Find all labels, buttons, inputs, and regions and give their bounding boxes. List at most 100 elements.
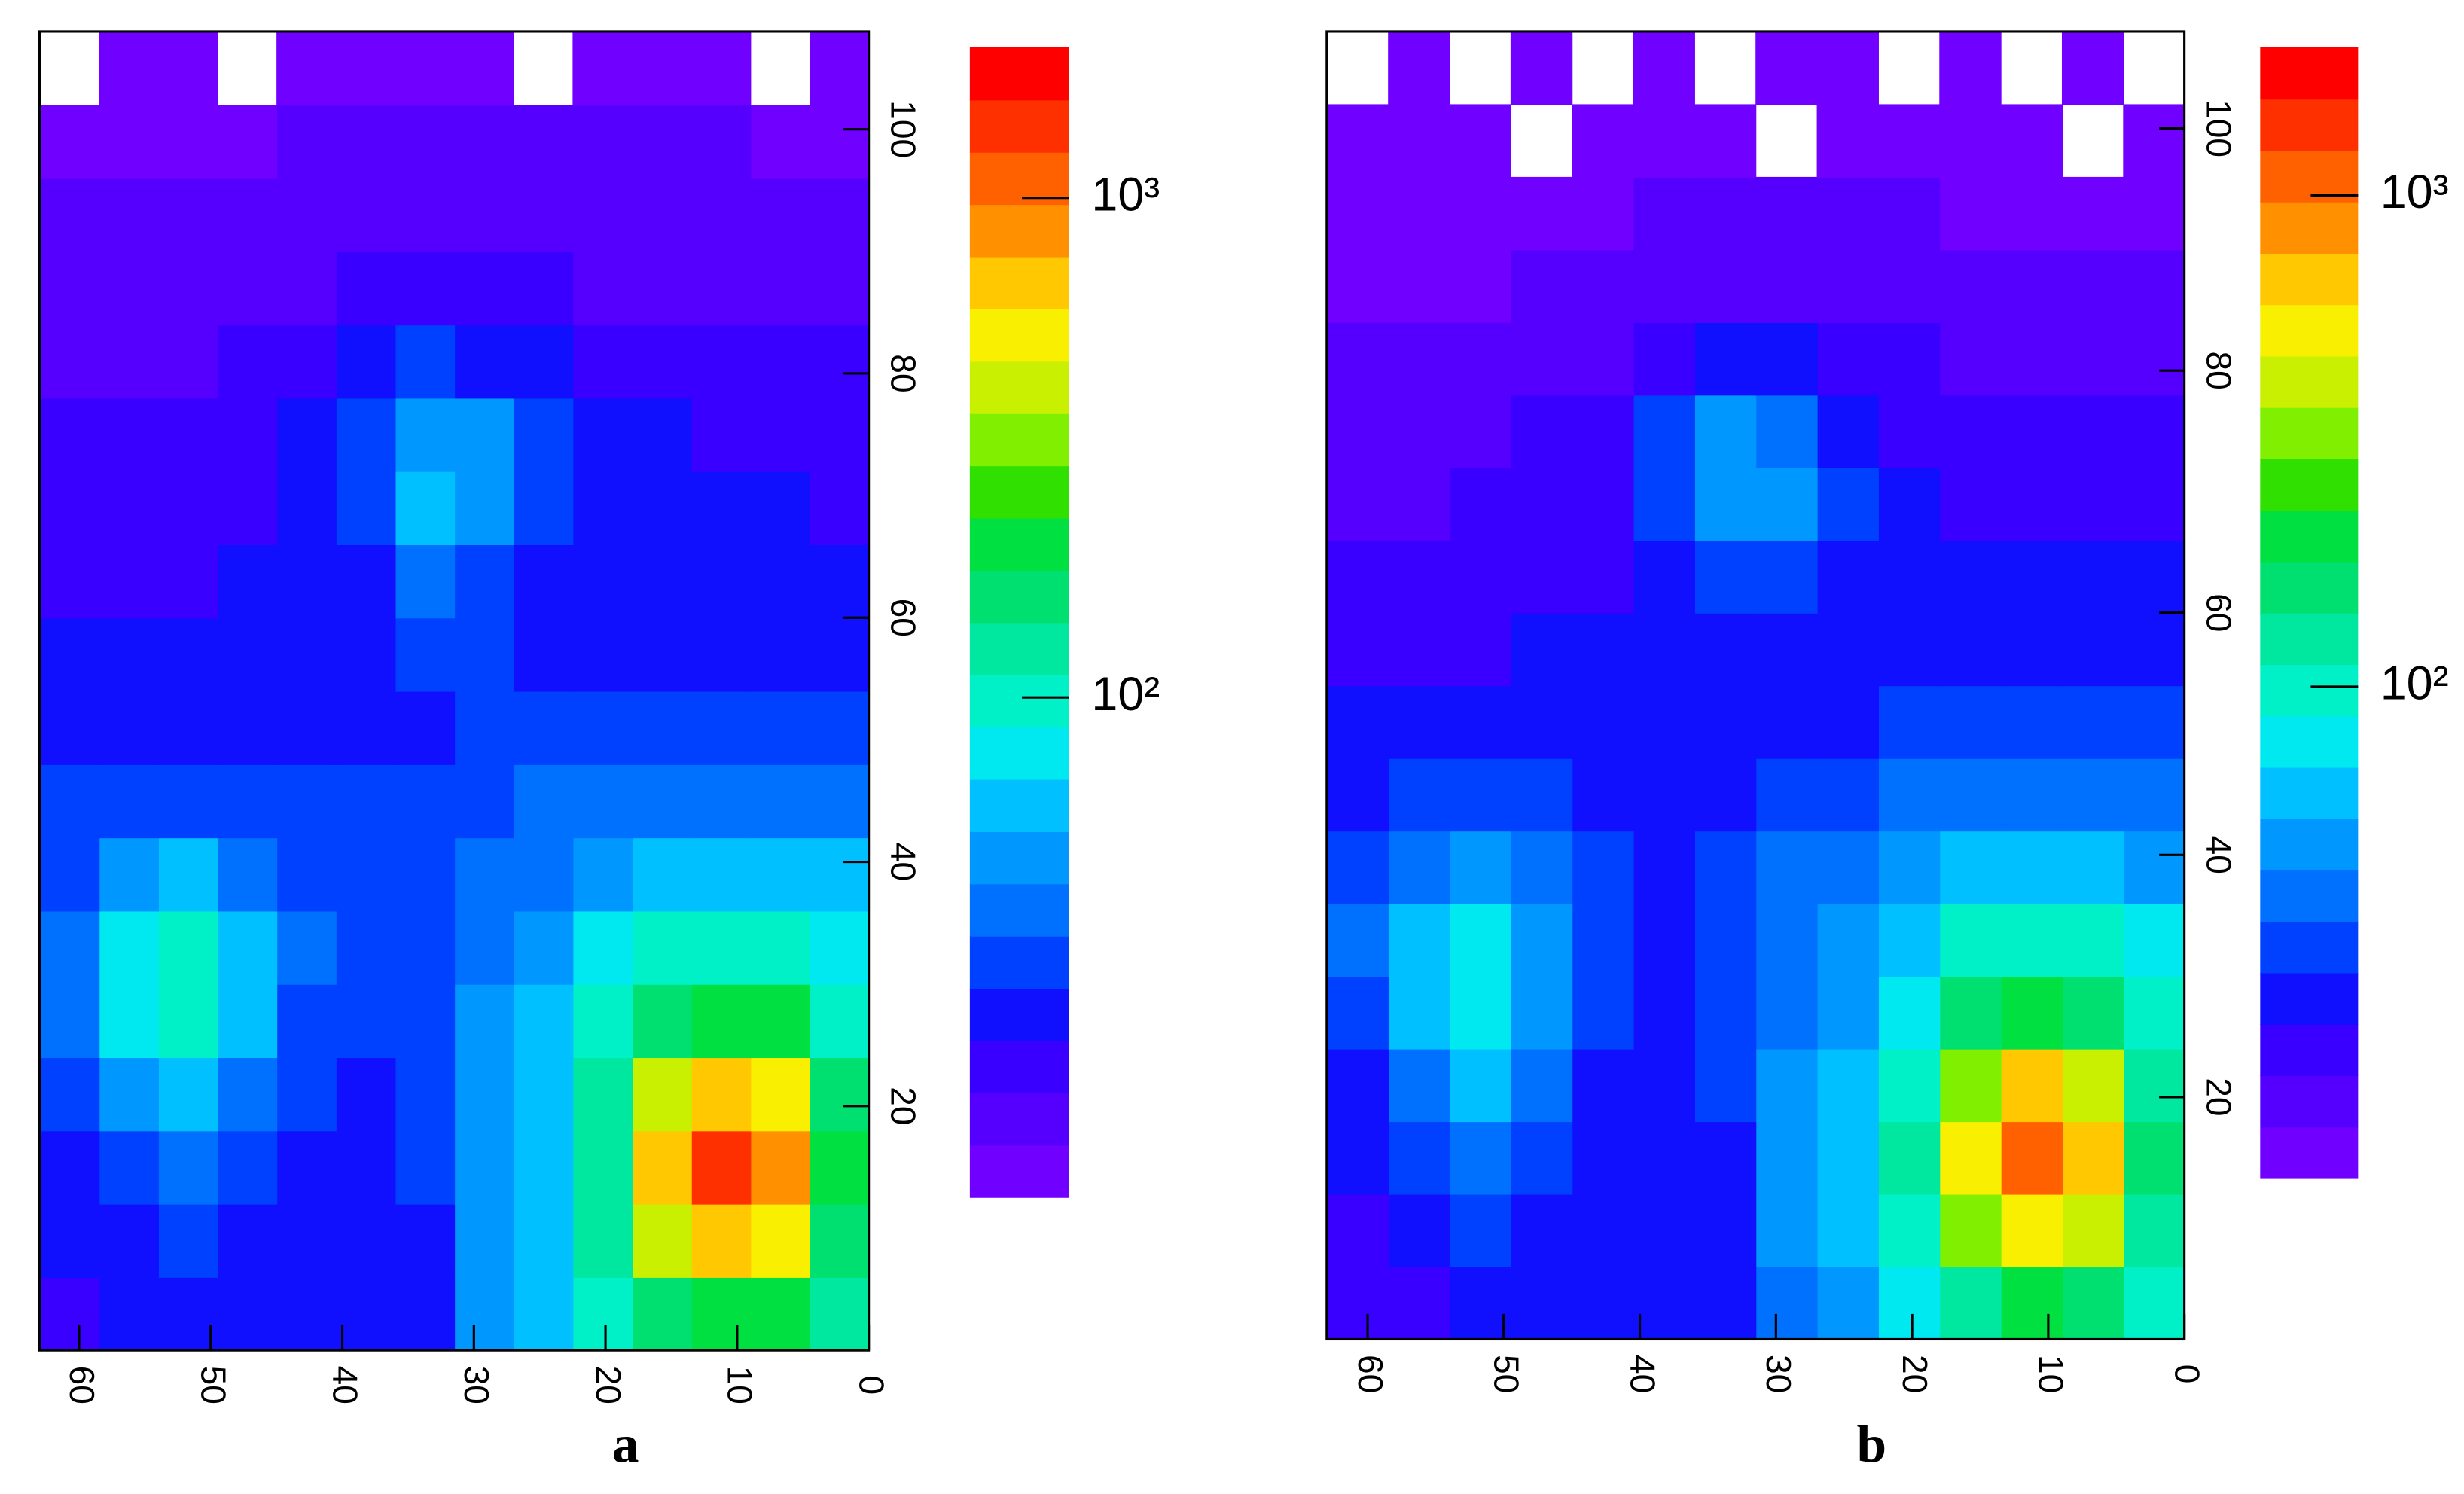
plot-frame [38,30,871,1352]
heatmap-cell [1877,395,1941,468]
heatmap-cell [2061,1266,2124,1340]
heatmap-cell [1510,612,1573,687]
heatmap-cell [1877,758,1941,832]
heatmap-cell [632,31,692,106]
heatmap-cell [395,251,456,326]
heatmap-cell [99,31,159,106]
heatmap-cell [1939,540,2002,614]
heatmap-cell [572,1130,633,1205]
heatmap-cell [809,983,870,1059]
heatmap-cell [99,1203,159,1278]
heatmap-cell [513,837,574,912]
heatmap-cell [572,1276,633,1352]
heatmap-cell [750,398,811,472]
heatmap-cell [157,617,218,692]
heatmap-cell [1939,612,2002,687]
heatmap-cell [572,105,633,179]
y-tick-label: 40 [2199,836,2238,874]
heatmap-cell [2000,176,2063,251]
heatmap-cell [750,910,811,985]
heatmap-cell [276,31,337,106]
heatmap-cell [691,105,752,179]
heatmap-cell [2061,322,2124,396]
heatmap-cell [2061,1048,2124,1123]
heatmap-cell [454,691,514,765]
heatmap-cell [157,1276,218,1352]
y-tick-label: 100 [883,100,922,158]
heatmap-cell [632,325,692,399]
heatmap-cell [1326,176,1389,251]
heatmap-cell [1816,831,1879,904]
colorbar-band [2260,767,2359,819]
heatmap-cell [1449,467,1511,541]
colorbar-band [969,831,1069,885]
heatmap-cell [1326,685,1389,759]
colorbar-band [969,1145,1069,1198]
heatmap-cell [1877,322,1941,396]
heatmap-cell [454,1130,514,1205]
heatmap-cell [1449,1194,1511,1268]
heatmap-cell [1694,1121,1757,1195]
heatmap-cell [1694,1048,1757,1123]
heatmap-cell [513,325,574,399]
x-tick-label: 40 [325,1366,364,1404]
heatmap-cell [1755,1266,1818,1340]
heatmap-cell [99,617,159,692]
heatmap-cell [39,471,100,546]
heatmap-cell [2123,976,2185,1050]
heatmap-cell [2061,685,2124,759]
colorbar-band [969,674,1069,728]
heatmap-cell [1816,31,1879,105]
heatmap-cell [1510,831,1573,904]
heatmap-cell [395,1203,456,1278]
heatmap-cell [39,617,100,692]
colorbar-band [969,256,1069,309]
colorbar-band [2260,150,2359,203]
heatmap-cell [691,178,752,252]
heatmap-cell [1633,976,1695,1050]
heatmap-cell [217,178,278,252]
heatmap-cell [2000,831,2063,904]
heatmap-cell [1694,395,1757,468]
heatmap-cell [335,544,396,619]
heatmap-cell [217,1130,278,1205]
colorbar-band [969,413,1069,467]
heatmap-cell [395,837,456,912]
heatmap-cell [2123,395,2185,468]
colorbar-band [2260,252,2359,306]
colorbar-band [2260,47,2359,100]
heatmap-cell [39,1276,100,1352]
heatmap-cell [99,325,159,399]
heatmap-cell [632,910,692,985]
heatmap-cell [335,1276,396,1352]
heatmap-cell [1510,685,1573,759]
heatmap-cell [1572,1194,1634,1268]
x-tick-label: 0 [852,1375,891,1395]
heatmap-cell [395,983,456,1059]
heatmap-cell [1816,176,1879,251]
heatmap-cell [572,1203,633,1278]
heatmap-cell [276,105,337,179]
colorbar-band [2260,1023,2359,1077]
heatmap-cell [1326,976,1389,1050]
heatmap-cell [1388,176,1450,251]
heatmap-cell [1633,249,1695,323]
heatmap-cell [454,1056,514,1132]
heatmap-cell [1633,176,1695,251]
colorbar-band [2260,407,2359,460]
heatmap-cell [395,1276,456,1352]
heatmap-cell [454,398,514,472]
heatmap-cell [1939,104,2002,178]
heatmap-cell [1939,903,2002,977]
heatmap-cell [1326,322,1389,396]
heatmap-cell [1326,249,1389,323]
heatmap-cell [2123,831,2185,904]
heatmap-cell [157,764,218,839]
heatmap-cell [335,178,396,252]
heatmap-cell [1449,976,1511,1050]
heatmap-cell [809,837,870,912]
heatmap-cell [1694,831,1757,904]
heatmap-cell [1633,1194,1695,1268]
heatmap-cell [632,1276,692,1352]
